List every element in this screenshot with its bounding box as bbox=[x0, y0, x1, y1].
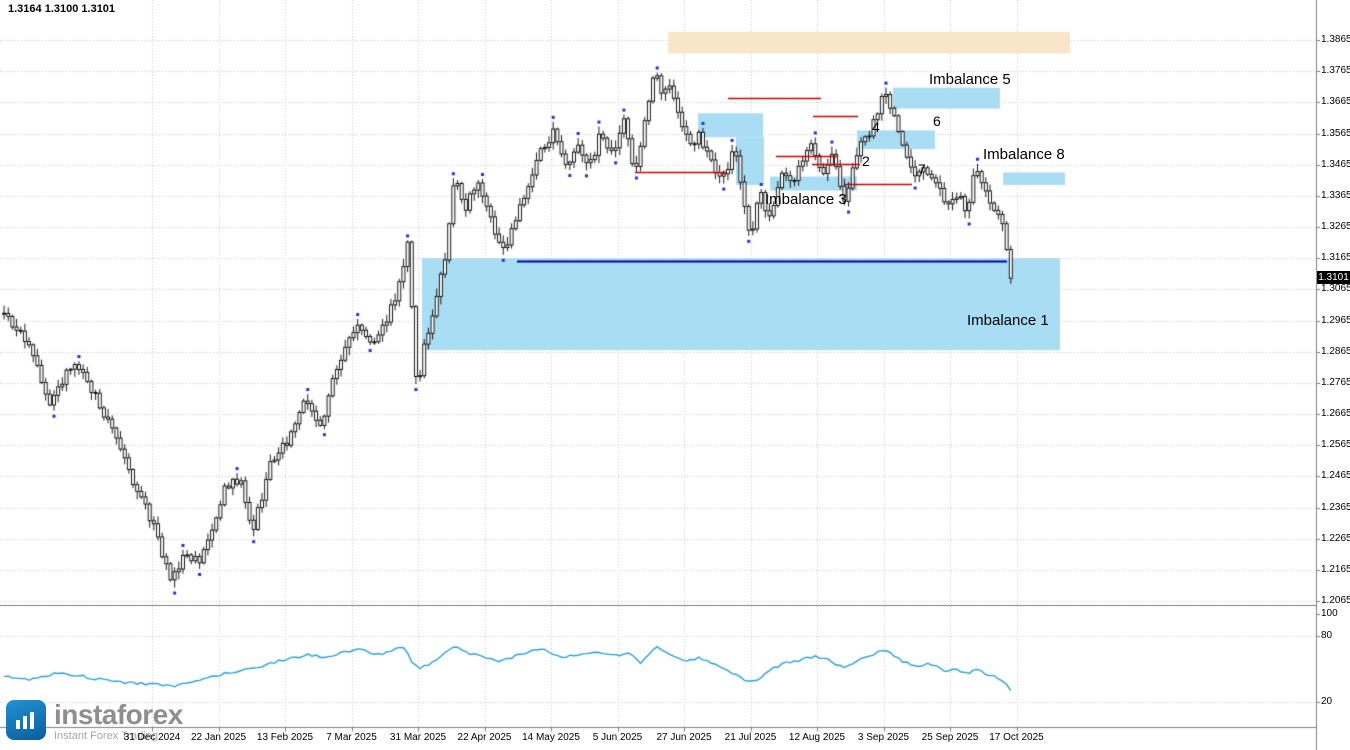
chart-canvas[interactable] bbox=[0, 0, 1350, 750]
trading-terminal-chart-window: 1.3164 1.3100 1.3101 1.3101 instaforex I… bbox=[0, 0, 1350, 750]
